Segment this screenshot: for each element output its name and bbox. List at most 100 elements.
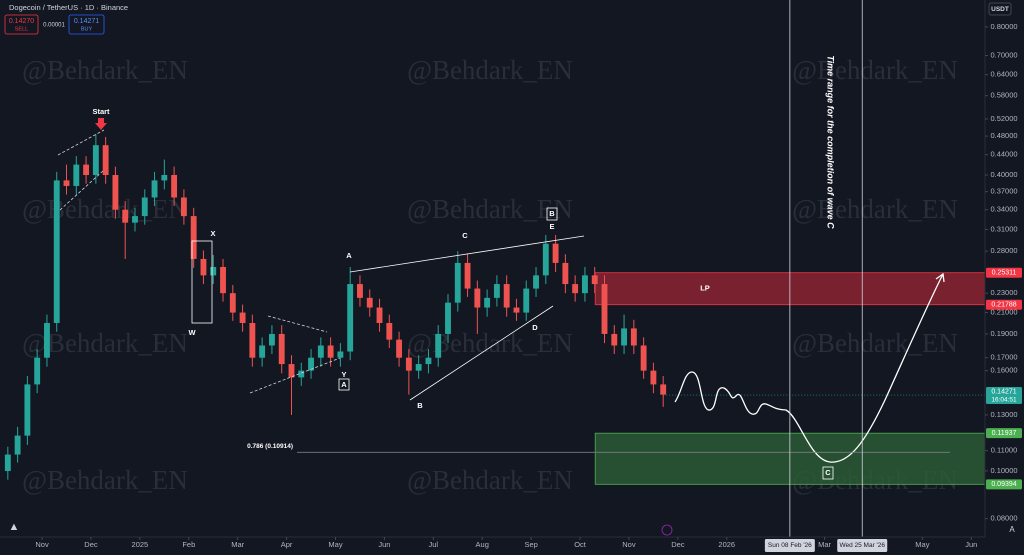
trend-line — [409, 305, 554, 401]
candle-body — [464, 262, 471, 289]
candle-body — [298, 370, 305, 378]
annotation: A — [346, 251, 352, 260]
candle-body — [92, 145, 99, 176]
candle-body — [122, 209, 129, 223]
wave-box — [191, 240, 213, 324]
price-tag-label: 0.09394 — [991, 481, 1016, 488]
candle-body — [562, 262, 569, 285]
candle-body — [484, 297, 491, 308]
candle-body — [640, 345, 647, 371]
time-range — [789, 0, 863, 537]
y-tick-label: 0.70000 — [990, 51, 1017, 60]
buy-label[interactable]: BUY — [81, 26, 93, 32]
x-tick-label: Mar — [231, 540, 244, 549]
spread: 0.00001 — [43, 23, 65, 29]
sell-price[interactable]: 0.14270 — [9, 18, 34, 25]
trend-line — [349, 235, 585, 273]
annotation: Y — [341, 370, 346, 379]
annotation: B — [417, 401, 423, 410]
y-tick-label: 0.58000 — [990, 91, 1017, 100]
y-tick-label: 0.44000 — [990, 150, 1017, 159]
candle-body — [317, 345, 324, 358]
candle-body — [357, 284, 363, 298]
x-tick-label: 2026 — [718, 540, 735, 549]
x-tick-label: Aug — [476, 540, 489, 549]
last-price-tag — [986, 387, 1022, 405]
candle-body — [190, 216, 197, 259]
triangle-line — [57, 129, 105, 156]
currency[interactable]: USDT — [991, 6, 1009, 13]
label-box — [338, 378, 350, 391]
candle-body — [347, 284, 354, 352]
candle-body — [151, 180, 158, 198]
candle-body — [259, 345, 266, 358]
buy-price[interactable]: 0.14271 — [74, 18, 99, 25]
triangle-line — [249, 357, 341, 394]
currency-box[interactable] — [988, 2, 1012, 16]
watermarks: @Behdark_EN @Behdark_EN @Behdark_EN @Behdar… — [22, 55, 958, 495]
x-tick-label: Mar — [818, 540, 831, 549]
x-tick-label: 2025 — [132, 540, 149, 549]
candle-body — [239, 312, 246, 323]
candle-body — [73, 164, 80, 186]
projection-path — [674, 273, 944, 463]
symbol-title: Dogecoin / TetherUS · 1D · Binance — [9, 3, 128, 12]
x-tick-label: Oct — [574, 540, 587, 549]
scale-mode[interactable]: A — [1009, 525, 1015, 534]
annotations: Start W X Y A A C E B B D C Time range f… — [92, 55, 836, 480]
candle-body — [454, 262, 461, 303]
candle-body — [405, 357, 412, 371]
annotation: B — [549, 209, 555, 218]
candle-body — [171, 175, 178, 198]
watermark: @Behdark_EN — [22, 465, 188, 495]
candle-body — [141, 197, 148, 217]
candle-body — [210, 266, 217, 276]
candle-body — [650, 370, 657, 385]
price-tag — [986, 428, 1022, 439]
watermark: @Behdark_EN — [792, 55, 958, 85]
x-tick-label: Jun — [378, 540, 390, 549]
candle-body — [53, 180, 60, 323]
candle-body — [327, 345, 334, 358]
candle-body — [132, 216, 138, 223]
candle-body — [435, 333, 442, 358]
y-tick-label: 0.31000 — [990, 224, 1017, 233]
watermark: @Behdark_EN — [792, 194, 958, 224]
x-tick-label: Jun — [965, 540, 977, 549]
sell-button[interactable] — [4, 14, 39, 35]
candle-body — [366, 297, 373, 308]
zone-label: LP — [700, 284, 710, 293]
buy-button[interactable] — [68, 14, 105, 35]
price-tag — [986, 299, 1022, 310]
time-note: Time range for the completion of wave C — [826, 55, 836, 229]
y-tick-label: 0.11000 — [991, 446, 1018, 455]
x-tick-label: Dec — [671, 540, 685, 549]
candle-body — [513, 307, 520, 313]
candle-body — [523, 288, 530, 313]
y-tick-label: 0.40000 — [990, 170, 1017, 179]
x-tick-label: Nov — [622, 540, 636, 549]
candle-body — [542, 243, 549, 276]
price-tag-label: 0.25311 — [992, 270, 1017, 277]
watermark: @Behdark_EN — [792, 328, 958, 358]
time-tag — [764, 539, 815, 552]
watermark: @Behdark_EN — [407, 465, 573, 495]
watermark: @Behdark_EN — [407, 328, 573, 358]
candle-body — [200, 258, 207, 276]
candle-body — [229, 293, 236, 313]
arrow-head — [935, 272, 945, 283]
fib-level: 0.786 (0.10914) — [247, 443, 950, 453]
candle-body — [582, 275, 588, 294]
candle-body — [337, 351, 344, 358]
sell-label[interactable]: SELL — [15, 26, 28, 32]
y-tick-label: 0.64000 — [990, 70, 1017, 79]
watermark: @Behdark_EN — [407, 194, 573, 224]
candle-body — [268, 333, 275, 346]
label-box — [822, 466, 834, 480]
candle-body — [396, 339, 403, 358]
annotation: X — [210, 229, 215, 238]
y-tick-label: 0.13000 — [990, 410, 1017, 419]
price-tag — [986, 267, 1022, 278]
